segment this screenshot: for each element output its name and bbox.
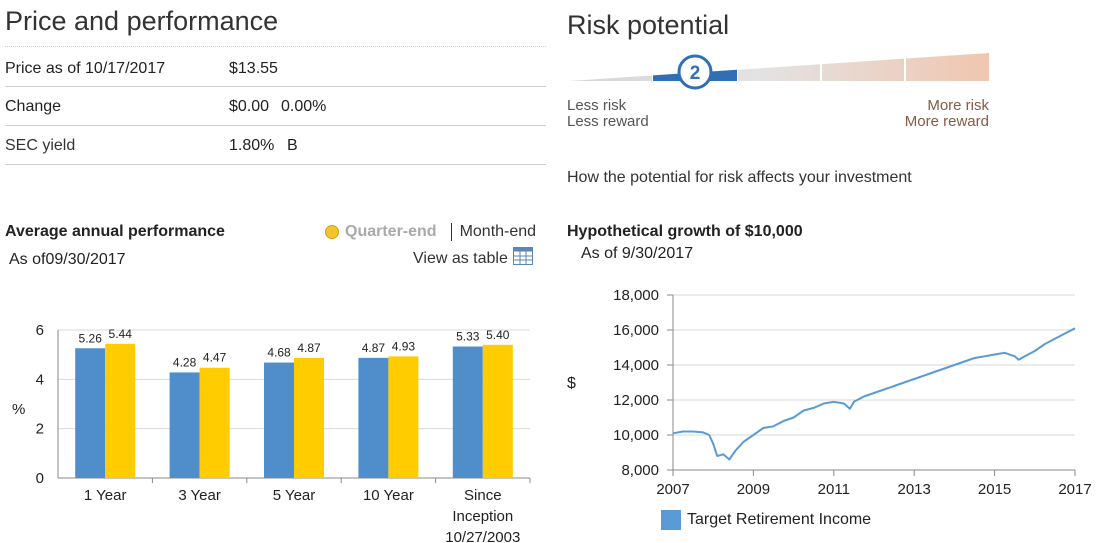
risk-level-marker: 2 [677, 54, 713, 90]
legend-label: Target Retirement Income [687, 511, 872, 528]
line-chart-x-tick: 2011 [818, 481, 850, 498]
bar-chart-y-tick: 4 [36, 371, 44, 388]
view-as-table-link[interactable]: View as table [413, 247, 533, 270]
bar-data-label: 4.87 [297, 341, 321, 355]
performance-bar-chart: % 0 2 4 6 5.26 5.44 1 Year 4.28 4.47 3 Year 4.68 4.… [12, 322, 531, 543]
bar-blue [169, 372, 200, 478]
performance-as-of: As of09/30/2017 [9, 251, 126, 268]
line-chart-x-tick: 2009 [737, 481, 770, 498]
more-reward-label: More reward [904, 113, 989, 130]
line-chart-x-tick: 2015 [978, 481, 1011, 498]
line-chart-y-tick: 16,000 [613, 322, 659, 339]
bar-blue [264, 362, 294, 478]
bar-data-label: 5.26 [79, 331, 103, 345]
month-end-option[interactable]: Month-end [459, 223, 537, 240]
bar-chart-x-tick-label: Inception [452, 508, 513, 525]
bar-blue [75, 348, 106, 478]
bar-chart-x-tick-label: Since [464, 487, 502, 504]
less-reward-label: Less reward [567, 113, 649, 130]
risk-meter: 2 [569, 53, 989, 90]
bar-chart-y-tick: 0 [36, 470, 44, 487]
line-chart-x-tick: 2007 [656, 481, 689, 498]
price-label: Price as of 10/17/2017 [5, 60, 166, 77]
price-value: $13.55 [229, 60, 278, 77]
view-as-table-label[interactable]: View as table [413, 249, 508, 267]
bar-data-label: 5.40 [486, 328, 510, 342]
line-chart-x-tick: 2013 [898, 481, 931, 498]
bar-data-label: 4.68 [267, 346, 291, 360]
divider [5, 86, 546, 87]
bar-gold [388, 356, 419, 478]
line-chart-y-tick: 8,000 [621, 462, 659, 479]
sec-yield-value: 1.80% [229, 137, 275, 154]
table-icon[interactable] [512, 247, 533, 270]
divider [5, 125, 546, 126]
bar-data-label: 5.33 [456, 330, 480, 344]
line-chart-y-tick: 12,000 [613, 392, 659, 409]
bar-gold [294, 357, 324, 478]
line-chart-x-tick: 2017 [1058, 481, 1091, 498]
divider [5, 164, 546, 165]
risk-level-number: 2 [690, 63, 701, 84]
bar-chart-x-tick-label: 3 Year [178, 487, 221, 504]
price-section-title: Price and performance [5, 6, 279, 36]
bar-chart-y-tick: 6 [36, 322, 44, 339]
bar-data-label: 4.87 [362, 341, 386, 355]
toggle-separator [450, 223, 452, 241]
radio-selected-icon[interactable] [325, 225, 339, 239]
bar-gold [199, 367, 230, 478]
bar-gold [105, 343, 136, 478]
risk-explanation-link[interactable]: How the potential for risk affects your … [567, 169, 912, 186]
growth-line-chart: $ 8,000 10,000 12,000 14,000 16,000 18,000 200… [567, 287, 1092, 498]
performance-title: Average annual performance [5, 223, 225, 240]
bar-data-label: 4.28 [173, 355, 197, 369]
bar-data-label: 4.47 [203, 351, 227, 365]
change-value: $0.00 [229, 98, 270, 115]
more-risk-label: More risk [927, 97, 989, 114]
sec-yield-label[interactable]: SEC yield [5, 137, 76, 154]
line-chart-y-tick: 18,000 [613, 287, 659, 304]
growth-series-line [672, 327, 1076, 461]
bar-chart-x-tick-label: 5 Year [273, 487, 316, 504]
risk-section-title: Risk potential [567, 10, 730, 40]
bar-data-label: 5.44 [109, 327, 133, 341]
quarter-end-option[interactable]: Quarter-end [345, 223, 437, 240]
growth-as-of: As of 9/30/2017 [581, 245, 694, 262]
less-risk-label: Less risk [567, 97, 627, 114]
bar-chart-x-tick-label: 10/27/2003 [445, 529, 520, 543]
bar-chart-y-axis-label: % [12, 401, 25, 418]
change-label: Change [5, 98, 62, 115]
sec-yield-footnote[interactable]: B [287, 137, 298, 154]
bar-chart-y-tick: 2 [36, 421, 44, 438]
line-chart-y-tick: 14,000 [613, 357, 659, 374]
change-percent: 0.00% [281, 98, 327, 115]
performance-period-toggle: Quarter-end Month-end [325, 223, 536, 241]
bar-blue [452, 346, 483, 478]
line-chart-y-tick: 10,000 [613, 427, 659, 444]
risk-wedge [569, 53, 989, 81]
bar-chart-x-tick-label: 1 Year [84, 487, 127, 504]
divider [5, 46, 546, 47]
growth-title: Hypothetical growth of $10,000 [567, 223, 803, 240]
bar-chart-x-tick-label: 10 Year [363, 487, 414, 504]
growth-legend: Target Retirement Income [661, 510, 871, 530]
bar-gold [482, 344, 513, 478]
line-chart-y-axis-label: $ [567, 375, 576, 392]
legend-swatch [661, 510, 681, 530]
bar-data-label: 4.93 [392, 339, 416, 353]
bar-blue [358, 357, 389, 478]
